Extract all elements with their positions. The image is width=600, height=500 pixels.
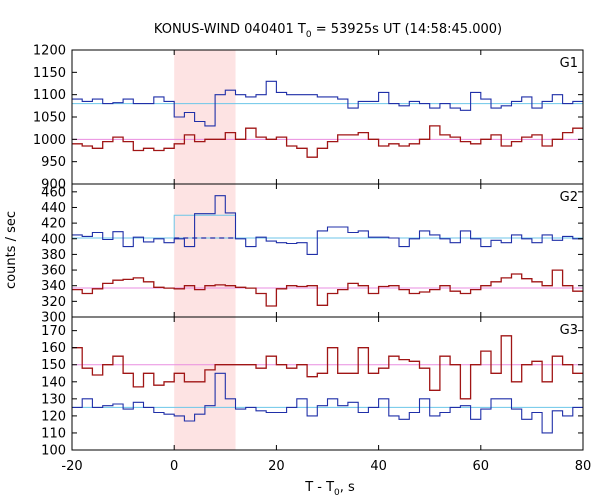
- y-axis-title: counts / sec: [4, 211, 19, 289]
- y-tick-label: 340: [41, 279, 66, 294]
- x-tick-label: 40: [370, 459, 387, 474]
- x-tick-label: 0: [170, 459, 178, 474]
- y-tick-label: 950: [41, 155, 66, 170]
- x-tick-label: -20: [61, 459, 82, 474]
- burst-interval-shade: [174, 184, 236, 317]
- y-tick-label: 360: [41, 264, 66, 279]
- series-red-histogram: [72, 269, 583, 307]
- y-tick-label: 1200: [33, 44, 66, 59]
- y-tick-label: 300: [41, 311, 66, 326]
- panel-label: G3: [560, 323, 578, 338]
- x-axis-title-subscript: 0: [334, 488, 340, 498]
- y-tick-label: 900: [41, 178, 66, 193]
- x-tick-label: 60: [473, 459, 490, 474]
- x-tick-label: 20: [268, 459, 285, 474]
- y-tick-label: 170: [41, 324, 66, 339]
- y-tick-label: 380: [41, 248, 66, 263]
- chart-title-main: KONUS-WIND 040401 T: [154, 22, 306, 37]
- series-red-histogram: [72, 335, 583, 400]
- panel-frame: [71, 316, 584, 451]
- y-tick-label: 140: [41, 375, 66, 390]
- panel-g3: 100 110 120 130 140 150 160 170 G3: [41, 316, 584, 459]
- y-tick-label: 1100: [33, 88, 66, 103]
- panel-label: G1: [560, 56, 578, 71]
- y-tick-label: 1050: [33, 111, 66, 126]
- series-blue-histogram: [72, 195, 583, 255]
- y-tick-label: 320: [41, 295, 66, 310]
- y-tick-label: 160: [41, 341, 66, 356]
- panel-g1: 900 950 1000 1050 1100 1150 1200 G1: [33, 44, 584, 193]
- panel-label: G2: [560, 190, 578, 205]
- y-tick-label: 1000: [33, 133, 66, 148]
- y-tick-label: 460: [41, 185, 66, 200]
- series-blue-histogram: [72, 372, 583, 434]
- panels-layer: 90095010001050110011501200G1300320340360…: [33, 44, 591, 475]
- y-tick-label: 120: [41, 409, 66, 424]
- y-tick-label: 400: [41, 232, 66, 247]
- x-axis-title: T - T0, s: [304, 480, 355, 498]
- y-tick-label: 1150: [33, 66, 66, 81]
- series-red-histogram: [72, 125, 583, 158]
- y-tick-label: 100: [41, 444, 66, 459]
- x-axis-title-main: T - T: [304, 480, 334, 495]
- panel-frame: [71, 49, 584, 185]
- y-tick-label: 150: [41, 358, 66, 373]
- burst-interval-shade: [174, 317, 236, 450]
- series-blue-histogram: [72, 80, 583, 127]
- y-tick-label: 110: [41, 426, 66, 441]
- y-tick-label: 440: [41, 201, 66, 216]
- chart-title-rest: = 53925s UT (14:58:45.000): [312, 22, 502, 37]
- chart-title-subscript: 0: [306, 30, 312, 40]
- chart-title: KONUS-WIND 040401 T0 = 53925s UT (14:58:…: [154, 22, 502, 40]
- x-tick-label: 80: [575, 459, 592, 474]
- y-tick-label: 130: [41, 392, 66, 407]
- y-tick-label: 420: [41, 217, 66, 232]
- x-axis-title-rest: , s: [340, 480, 355, 495]
